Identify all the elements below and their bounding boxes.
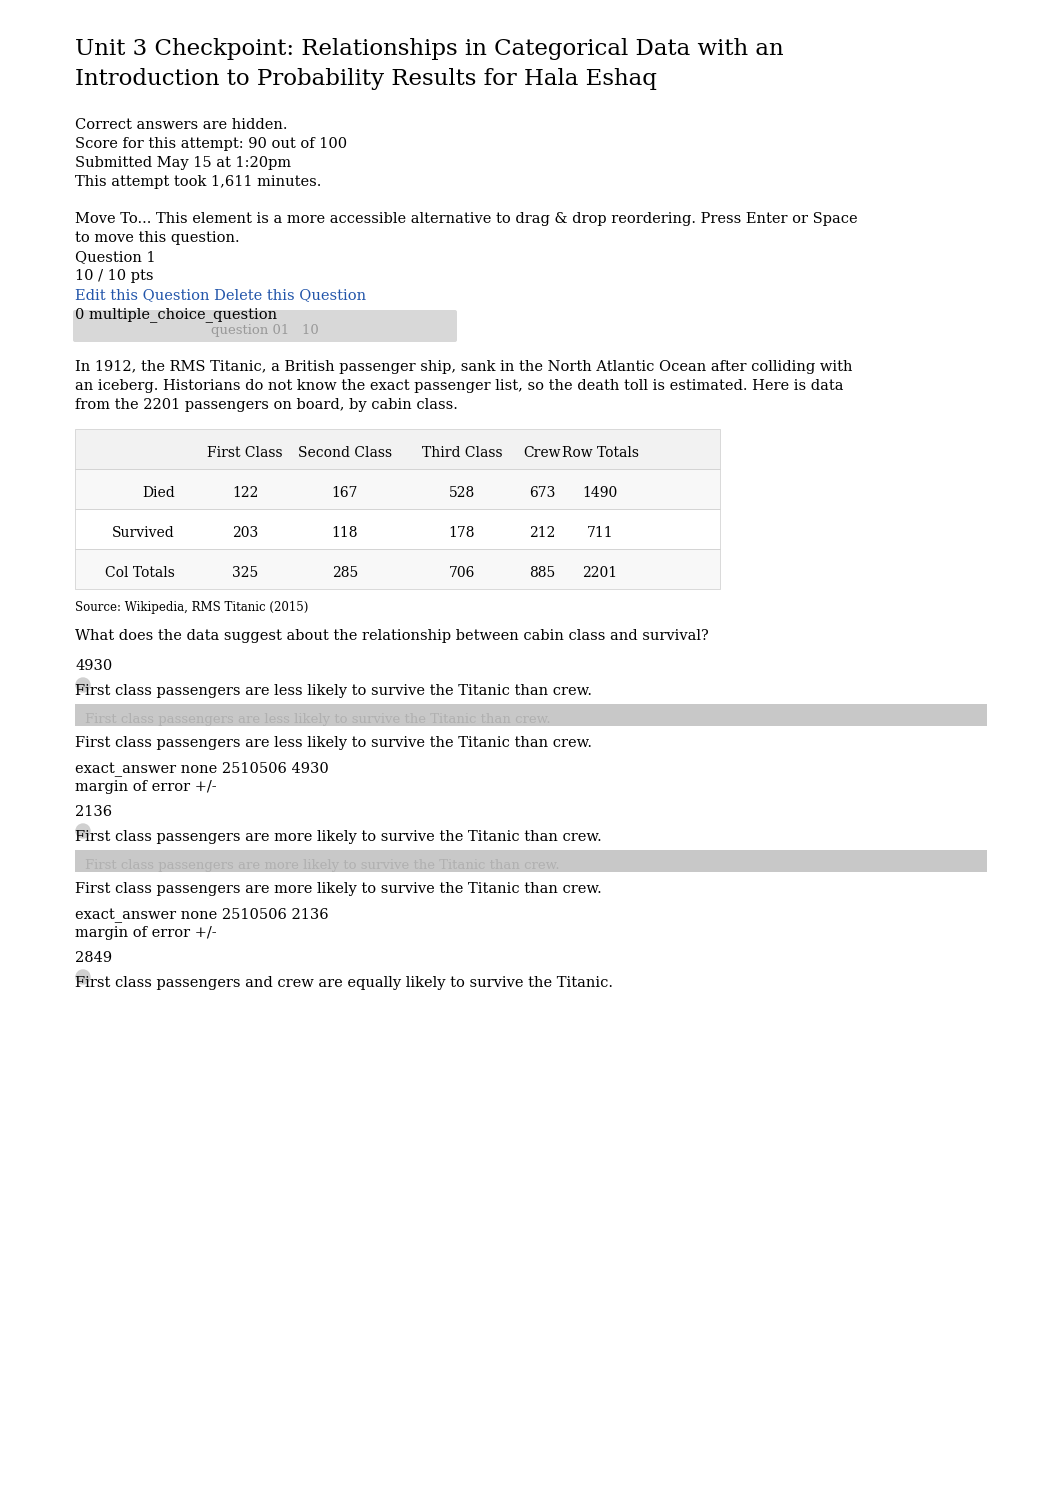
- Text: Third Class: Third Class: [422, 446, 502, 459]
- Text: question 01   10: question 01 10: [211, 324, 319, 336]
- Text: 10 / 10 pts: 10 / 10 pts: [75, 270, 154, 283]
- FancyBboxPatch shape: [75, 703, 987, 726]
- Text: 2201: 2201: [582, 566, 618, 580]
- Text: 0 multiple_choice_question: 0 multiple_choice_question: [75, 307, 277, 322]
- Text: What does the data suggest about the relationship between cabin class and surviv: What does the data suggest about the rel…: [75, 630, 708, 643]
- Text: 203: 203: [232, 526, 258, 541]
- Text: Second Class: Second Class: [298, 446, 392, 459]
- Text: Crew: Crew: [524, 446, 561, 459]
- FancyBboxPatch shape: [75, 550, 720, 589]
- FancyBboxPatch shape: [75, 849, 987, 872]
- Text: Edit this Question Delete this Question: Edit this Question Delete this Question: [75, 288, 366, 303]
- Text: 178: 178: [449, 526, 476, 541]
- Text: Score for this attempt: 90 out of 100: Score for this attempt: 90 out of 100: [75, 137, 347, 151]
- Text: 528: 528: [449, 486, 475, 500]
- Text: 118: 118: [331, 526, 358, 541]
- Text: Submitted May 15 at 1:20pm: Submitted May 15 at 1:20pm: [75, 157, 291, 170]
- Text: First class passengers are less likely to survive the Titanic than crew.: First class passengers are less likely t…: [75, 684, 592, 697]
- FancyBboxPatch shape: [73, 310, 457, 342]
- Text: margin of error +/-: margin of error +/-: [75, 926, 217, 940]
- FancyBboxPatch shape: [75, 429, 720, 468]
- Circle shape: [76, 824, 90, 837]
- Text: First class passengers are less likely to survive the Titanic than crew.: First class passengers are less likely t…: [85, 712, 550, 726]
- Text: Introduction to Probability Results for Hala Eshaq: Introduction to Probability Results for …: [75, 68, 657, 90]
- Text: 285: 285: [331, 566, 358, 580]
- Text: In 1912, the RMS Titanic, a British passenger ship, sank in the North Atlantic O: In 1912, the RMS Titanic, a British pass…: [75, 360, 853, 373]
- Text: First class passengers are more likely to survive the Titanic than crew.: First class passengers are more likely t…: [75, 830, 602, 843]
- FancyBboxPatch shape: [75, 468, 720, 509]
- Text: Survived: Survived: [113, 526, 175, 541]
- Text: 711: 711: [586, 526, 614, 541]
- Text: 1490: 1490: [582, 486, 618, 500]
- Text: Question 1: Question 1: [75, 250, 156, 264]
- Text: First class passengers are more likely to survive the Titanic than crew.: First class passengers are more likely t…: [75, 883, 602, 896]
- Text: 706: 706: [449, 566, 475, 580]
- Text: This attempt took 1,611 minutes.: This attempt took 1,611 minutes.: [75, 175, 322, 188]
- Text: Correct answers are hidden.: Correct answers are hidden.: [75, 117, 288, 133]
- Text: 2849: 2849: [75, 950, 113, 965]
- Text: Row Totals: Row Totals: [562, 446, 638, 459]
- Text: 325: 325: [232, 566, 258, 580]
- Text: First Class: First Class: [207, 446, 282, 459]
- Text: First class passengers are less likely to survive the Titanic than crew.: First class passengers are less likely t…: [75, 736, 592, 750]
- Text: Died: Died: [142, 486, 175, 500]
- Text: 212: 212: [529, 526, 555, 541]
- Circle shape: [76, 970, 90, 983]
- Text: 122: 122: [232, 486, 258, 500]
- Text: exact_answer none 2510506 4930: exact_answer none 2510506 4930: [75, 761, 329, 776]
- Text: Move To... This element is a more accessible alternative to drag & drop reorderi: Move To... This element is a more access…: [75, 212, 858, 226]
- Text: 885: 885: [529, 566, 555, 580]
- Text: exact_answer none 2510506 2136: exact_answer none 2510506 2136: [75, 907, 328, 922]
- Text: First class passengers are more likely to survive the Titanic than crew.: First class passengers are more likely t…: [85, 858, 560, 872]
- Text: 167: 167: [331, 486, 358, 500]
- FancyBboxPatch shape: [75, 509, 720, 550]
- Text: 4930: 4930: [75, 660, 113, 673]
- Text: 673: 673: [529, 486, 555, 500]
- Text: margin of error +/-: margin of error +/-: [75, 780, 217, 794]
- Circle shape: [76, 678, 90, 691]
- Text: Source: Wikipedia, RMS Titanic (2015): Source: Wikipedia, RMS Titanic (2015): [75, 601, 308, 614]
- Text: Col Totals: Col Totals: [105, 566, 175, 580]
- Text: from the 2201 passengers on board, by cabin class.: from the 2201 passengers on board, by ca…: [75, 398, 458, 413]
- Text: an iceberg. Historians do not know the exact passenger list, so the death toll i: an iceberg. Historians do not know the e…: [75, 380, 843, 393]
- Text: 2136: 2136: [75, 806, 113, 819]
- Text: First class passengers and crew are equally likely to survive the Titanic.: First class passengers and crew are equa…: [75, 976, 613, 989]
- Text: Unit 3 Checkpoint: Relationships in Categorical Data with an: Unit 3 Checkpoint: Relationships in Cate…: [75, 38, 784, 60]
- Text: to move this question.: to move this question.: [75, 230, 240, 245]
